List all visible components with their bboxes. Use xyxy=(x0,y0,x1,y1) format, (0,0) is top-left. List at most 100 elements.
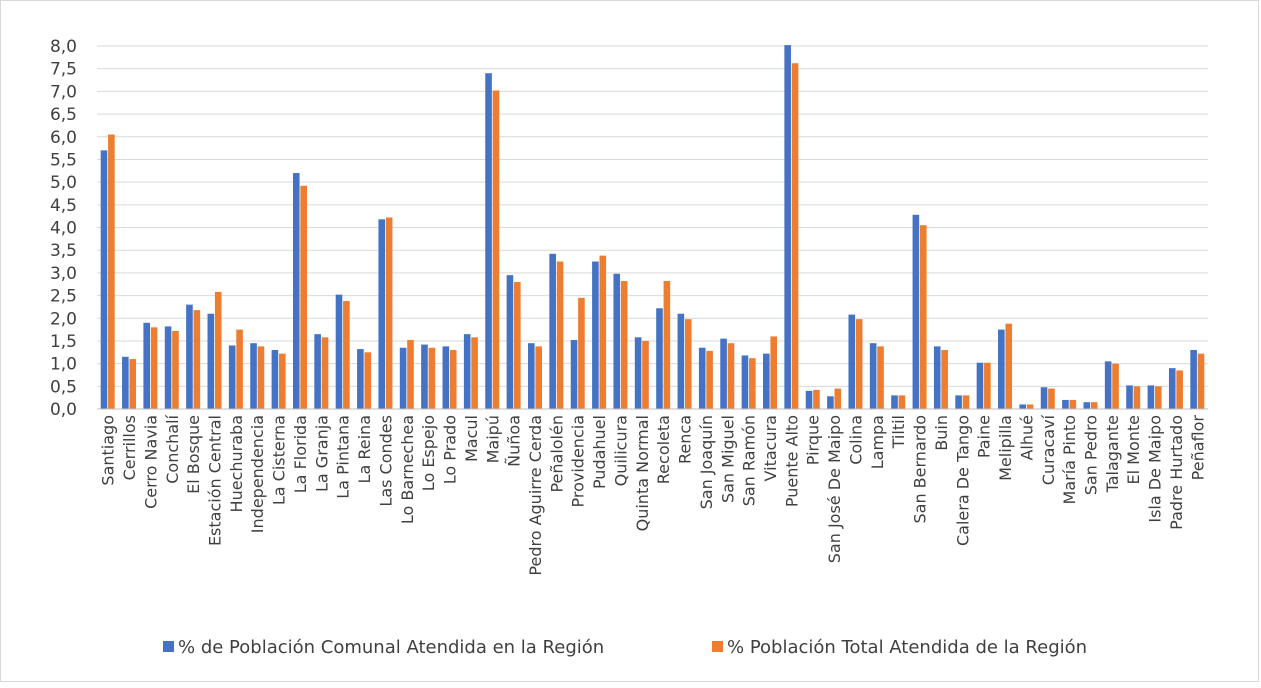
bar-poblacion-comunal xyxy=(122,356,129,409)
y-tick-label: 6,5 xyxy=(50,105,77,125)
x-tick-label: Lampa xyxy=(868,415,887,469)
x-tick-label: Quilicura xyxy=(611,415,630,486)
bar-poblacion-total xyxy=(706,350,713,409)
y-tick-label: 6,0 xyxy=(50,128,77,148)
bar-poblacion-comunal xyxy=(891,395,898,409)
legend-item: % de Población Comunal Atendida en la Re… xyxy=(163,637,604,658)
x-tick-label: Macul xyxy=(462,415,481,462)
bar-poblacion-total xyxy=(813,389,820,409)
x-tick-label: Lo Espejo xyxy=(419,415,438,491)
x-tick-label: María Pinto xyxy=(1060,415,1079,504)
y-tick-label: 0,5 xyxy=(50,377,77,397)
x-tick-label: Conchalí xyxy=(163,414,182,483)
bar-poblacion-total xyxy=(642,340,649,409)
bar-poblacion-total xyxy=(727,343,735,409)
bar-poblacion-total xyxy=(193,310,201,409)
bar-poblacion-total xyxy=(919,225,927,409)
x-tick-label: Renca xyxy=(676,415,695,464)
x-tick-label: Calera De Tango xyxy=(953,415,972,546)
x-tick-label: La Cisterna xyxy=(270,415,289,505)
y-tick-label: 5,5 xyxy=(50,150,77,170)
bar-poblacion-comunal xyxy=(848,314,856,409)
bar-poblacion-comunal xyxy=(933,346,941,409)
x-axis-ticks: Santiago Cerrillos Cerro Navia Conchalí El B… xyxy=(99,414,1208,575)
bar-poblacion-total xyxy=(578,297,585,409)
bar-poblacion-total xyxy=(984,362,991,409)
bar-poblacion-comunal xyxy=(912,214,920,409)
x-tick-label: San Ramón xyxy=(740,415,759,506)
bar-poblacion-total xyxy=(1197,353,1205,409)
x-tick-label: Pudahuel xyxy=(590,415,609,489)
bar-poblacion-total xyxy=(343,301,350,409)
bar-poblacion-total xyxy=(663,281,671,409)
x-tick-label: San Joaquín xyxy=(697,415,716,509)
bar-poblacion-total xyxy=(407,340,414,409)
bar-poblacion-comunal xyxy=(805,390,813,409)
bar-poblacion-comunal xyxy=(976,362,984,409)
x-tick-label: El Monte xyxy=(1124,415,1143,485)
x-tick-label: Las Condes xyxy=(376,415,395,507)
bar-poblacion-total xyxy=(321,337,329,409)
bar-poblacion-comunal xyxy=(527,343,535,409)
bar-poblacion-total xyxy=(172,330,179,409)
bar-poblacion-comunal xyxy=(784,45,791,409)
bar-poblacion-total xyxy=(129,359,137,409)
y-tick-label: 7,5 xyxy=(50,60,77,80)
bar-poblacion-comunal xyxy=(164,326,172,409)
y-axis-ticks: 0,0 0,51,0 1,5 2,02,5 3,0 3,54,0 4,5 5,0 5,56,0 6… xyxy=(50,37,77,420)
x-tick-label: La Granja xyxy=(312,415,331,492)
bar-poblacion-comunal xyxy=(1062,399,1069,409)
bar-poblacion-comunal xyxy=(763,353,770,409)
x-tick-label: Buin xyxy=(932,415,951,451)
bar-poblacion-comunal xyxy=(399,347,407,409)
x-tick-label: Quinta Normal xyxy=(633,415,652,531)
bar-poblacion-total xyxy=(749,358,756,409)
x-tick-label: Pedro Aguirre Cerda xyxy=(526,415,545,576)
bar-poblacion-comunal xyxy=(1104,361,1112,409)
bar-poblacion-comunal xyxy=(1083,402,1091,409)
bar-poblacion-total xyxy=(108,134,115,409)
x-tick-label: Tiltil xyxy=(889,415,908,449)
bar-poblacion-total xyxy=(898,395,906,409)
y-tick-label: 3,5 xyxy=(50,241,77,261)
x-tick-label: Colina xyxy=(846,415,865,465)
bar-poblacion-comunal xyxy=(1190,350,1197,409)
bar-poblacion-total xyxy=(492,90,500,409)
bar-poblacion-comunal xyxy=(1147,385,1155,409)
bar-poblacion-total xyxy=(791,63,799,410)
x-tick-label: Peñalolén xyxy=(547,415,566,493)
x-tick-label: Talagante xyxy=(1103,415,1122,493)
x-tick-label: Maipú xyxy=(483,415,502,463)
bar-poblacion-comunal xyxy=(186,304,193,409)
x-tick-label: Independencia xyxy=(248,415,267,533)
y-tick-label: 2,0 xyxy=(50,309,77,329)
bar-poblacion-comunal xyxy=(228,345,236,409)
bar-poblacion-comunal xyxy=(720,338,727,409)
bar-poblacion-comunal xyxy=(100,150,108,410)
bar-poblacion-comunal xyxy=(1126,385,1133,409)
x-tick-label: Puente Alto xyxy=(782,415,801,507)
legend: % de Población Comunal Atendida en la Re… xyxy=(163,637,1087,658)
bar-poblacion-total xyxy=(236,329,243,409)
bar-poblacion-total xyxy=(1133,386,1141,409)
x-tick-label: Ñuñoa xyxy=(505,415,524,467)
bar-poblacion-total xyxy=(428,347,436,409)
x-tick-label: San Miguel xyxy=(718,415,737,503)
bar-poblacion-total xyxy=(1176,370,1183,409)
bar-poblacion-comunal xyxy=(869,343,877,409)
bar-poblacion-total xyxy=(471,337,478,409)
bar-poblacion-total xyxy=(877,346,884,409)
bars xyxy=(100,45,1205,410)
bar-poblacion-comunal xyxy=(613,273,621,409)
bar-poblacion-comunal xyxy=(998,329,1005,409)
bar-poblacion-comunal xyxy=(1168,368,1176,409)
x-tick-label: Paine xyxy=(975,415,994,458)
bar-poblacion-comunal xyxy=(421,344,428,409)
bar-poblacion-comunal xyxy=(314,334,321,409)
bar-poblacion-total xyxy=(1112,363,1119,409)
bar-poblacion-total xyxy=(1026,404,1034,409)
x-tick-label: Providencia xyxy=(569,415,588,507)
y-tick-label: 1,0 xyxy=(50,355,77,375)
x-tick-label: Isla De Maipo xyxy=(1146,415,1165,523)
bar-poblacion-total xyxy=(556,261,564,409)
